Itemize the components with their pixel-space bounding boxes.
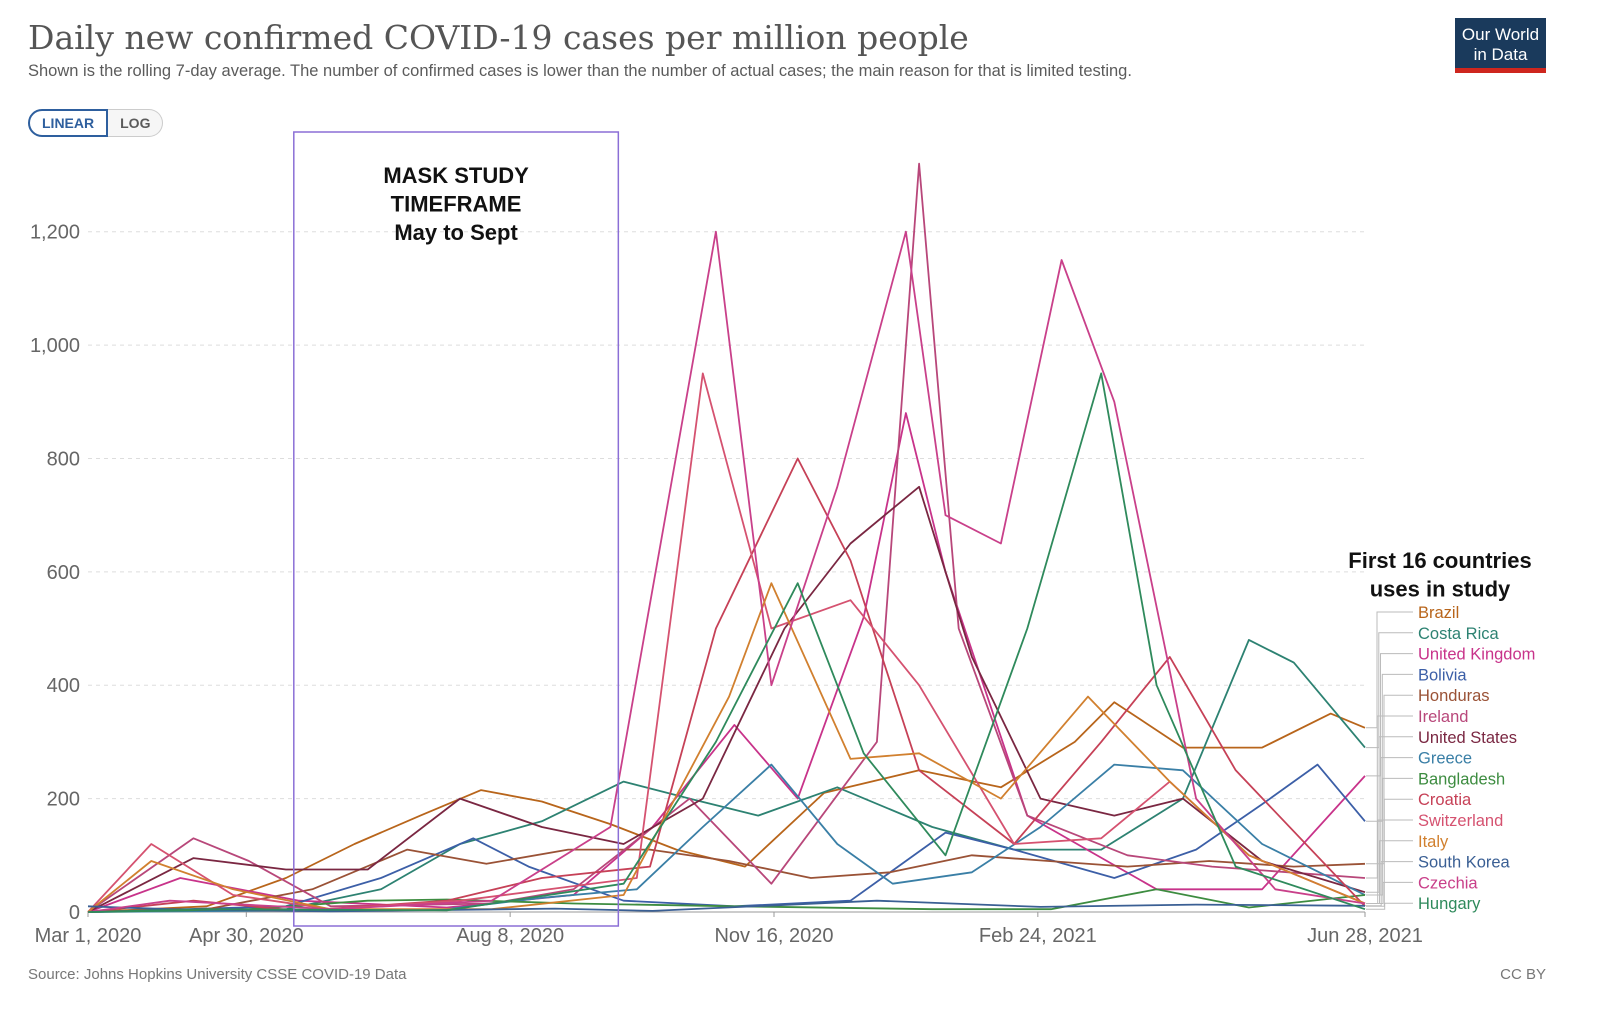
legend-connector — [1366, 798, 1413, 907]
y-tick-label: 1,200 — [30, 222, 80, 244]
scale-toggle: LINEAR LOG — [28, 109, 164, 137]
chart-subtitle: Shown is the rolling 7-day average. The … — [28, 62, 1132, 80]
legend-label: Honduras — [1418, 687, 1490, 705]
series-line — [87, 372, 1366, 913]
legend-connector — [1366, 694, 1413, 865]
x-tick-label: Feb 24, 2021 — [979, 925, 1097, 947]
series-line — [87, 763, 1366, 913]
x-tick-label: Mar 1, 2020 — [35, 925, 142, 947]
legend-connector — [1366, 715, 1413, 879]
legend-label: Hungary — [1418, 895, 1481, 913]
legend-connector — [1366, 881, 1413, 904]
series-line — [87, 372, 1366, 913]
x-tick-label: Jun 28, 2021 — [1307, 925, 1423, 947]
legend-label: South Korea — [1418, 854, 1511, 872]
y-tick-label: 600 — [47, 562, 80, 584]
legend-connector — [1366, 902, 1413, 910]
legend-label: Brazil — [1418, 604, 1459, 622]
legend-connector — [1366, 673, 1413, 822]
legend-connector — [1366, 840, 1413, 904]
legend-heading: uses in study — [1370, 577, 1511, 602]
y-tick-label: 400 — [47, 675, 80, 697]
legend-label: Croatia — [1418, 791, 1472, 809]
legend-connector — [1366, 736, 1413, 893]
mask-study-label: MASK STUDY — [383, 163, 529, 188]
y-tick-label: 200 — [47, 789, 80, 811]
legend-heading: First 16 countries — [1348, 548, 1531, 573]
legend-label: Bolivia — [1418, 666, 1467, 684]
legend-connector — [1366, 632, 1413, 749]
x-tick-label: Apr 30, 2020 — [189, 925, 304, 947]
legend-label: Costa Rica — [1418, 625, 1500, 643]
series-line — [87, 582, 1366, 913]
y-tick-label: 800 — [47, 448, 80, 470]
series-line — [87, 485, 1366, 913]
legend-label: Switzerland — [1418, 812, 1503, 830]
legend-label: Greece — [1418, 750, 1472, 768]
y-tick-label: 0 — [69, 902, 80, 924]
mask-study-label: May to Sept — [394, 220, 518, 245]
x-tick-label: Aug 8, 2020 — [456, 925, 564, 947]
logo-line-2: in Data — [1473, 45, 1528, 64]
license-note[interactable]: CC BY — [1500, 966, 1546, 983]
legend-connector — [1366, 653, 1413, 777]
logo-line-1: Our World — [1461, 25, 1540, 44]
x-tick-label: Nov 16, 2020 — [714, 925, 833, 947]
chart-title: Daily new confirmed COVID-19 cases per m… — [28, 18, 969, 57]
mask-study-box — [293, 131, 620, 927]
series-line — [87, 230, 1366, 913]
legend-label: United States — [1418, 729, 1517, 747]
legend-label: Italy — [1418, 833, 1449, 851]
legend-label: Czechia — [1418, 874, 1478, 892]
y-tick-label: 1,000 — [30, 335, 80, 357]
legend-label: United Kingdom — [1418, 646, 1535, 664]
mask-study-label: TIMEFRAME — [391, 192, 522, 217]
legend-connector — [1366, 861, 1413, 907]
series-line — [87, 763, 1366, 913]
legend-connector — [1366, 611, 1413, 729]
linear-scale-button[interactable]: LINEAR — [28, 109, 109, 137]
legend-label: Ireland — [1418, 708, 1468, 726]
log-scale-button[interactable]: LOG — [108, 109, 164, 137]
source-note: Source: Johns Hopkins University CSSE CO… — [28, 966, 407, 983]
owid-logo[interactable]: Our World in Data — [1455, 18, 1546, 73]
series-line — [87, 162, 1366, 913]
legend-label: Bangladesh — [1418, 770, 1505, 788]
series-line — [87, 639, 1366, 913]
legend-connector — [1366, 777, 1413, 896]
